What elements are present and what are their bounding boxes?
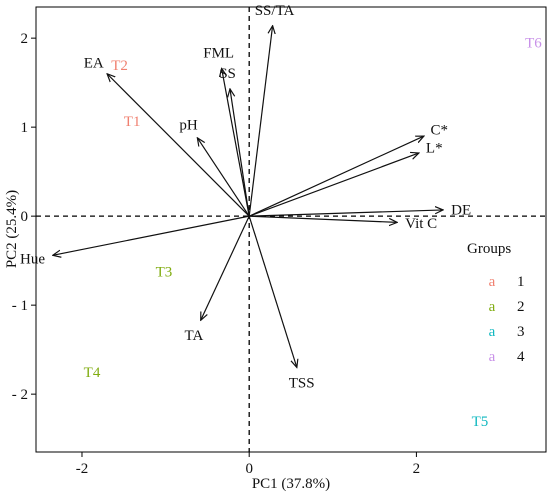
loading-label-tss: TSS (289, 376, 315, 392)
loading-label-vit-c: Vit C (405, 216, 437, 232)
sample-label-t6: T6 (525, 36, 542, 52)
sample-label-t1: T1 (124, 114, 141, 130)
loading-arrow-hue (53, 216, 249, 255)
legend-entry-label: 4 (517, 349, 525, 365)
y-axis-label: PC2 (25.4%) (4, 190, 20, 268)
y-tick-label: - 1 (12, 298, 28, 314)
loading-vectors: SS/TA FML SS EA pH C* L* DE Vit C Hue TA TSS (20, 3, 471, 392)
loading-arrow-fml (222, 68, 250, 216)
legend-entry-label: 2 (517, 299, 525, 315)
loading-label-hue: Hue (20, 251, 45, 267)
sample-label-t4: T4 (84, 365, 101, 381)
y-tick-label: 2 (21, 31, 29, 47)
legend-swatch: a (489, 349, 496, 365)
sample-label-t5: T5 (472, 414, 489, 430)
loading-arrow-c (249, 136, 424, 216)
x-axis-label: PC1 (37.8%) (252, 476, 330, 492)
loading-arrow-ta (201, 216, 249, 320)
loading-arrow-ss (230, 89, 249, 216)
loading-label-ta: TA (185, 328, 204, 344)
x-tick-label: 2 (413, 461, 421, 477)
loading-arrow-ss-ta (249, 26, 272, 216)
x-axis-ticks: -2 0 2 (76, 452, 420, 477)
sample-label-t3: T3 (156, 264, 173, 280)
legend: Groups a 1 a 2 a 3 a 4 (467, 241, 525, 365)
loading-label-ph: pH (179, 117, 198, 133)
y-tick-label: 1 (21, 120, 29, 136)
loading-label-ss-ta: SS/TA (255, 3, 295, 19)
loading-label-ea: EA (84, 55, 104, 71)
legend-entry-label: 3 (517, 324, 525, 340)
x-tick-label: 0 (245, 461, 253, 477)
loading-arrow-ea (107, 74, 249, 216)
legend-entry-label: 1 (517, 274, 525, 290)
loading-label-l: L* (426, 140, 443, 156)
legend-title: Groups (467, 241, 511, 257)
legend-swatch: a (489, 274, 496, 290)
y-tick-label: 0 (21, 209, 29, 225)
legend-swatch: a (489, 324, 496, 340)
x-tick-label: -2 (76, 461, 89, 477)
sample-labels: T1 T2 T3 T4 T5 T6 (84, 36, 543, 430)
y-tick-label: - 2 (12, 387, 28, 403)
loading-arrow-tss (249, 216, 297, 367)
legend-swatch: a (489, 299, 496, 315)
loading-arrow-l (249, 153, 419, 216)
loading-label-ss: SS (219, 66, 236, 82)
loading-label-fml: FML (203, 46, 234, 62)
loading-label-de: DE (451, 202, 471, 218)
loading-label-c: C* (430, 122, 448, 138)
sample-label-t2: T2 (111, 58, 128, 74)
loading-arrow-vit-c (249, 216, 397, 222)
